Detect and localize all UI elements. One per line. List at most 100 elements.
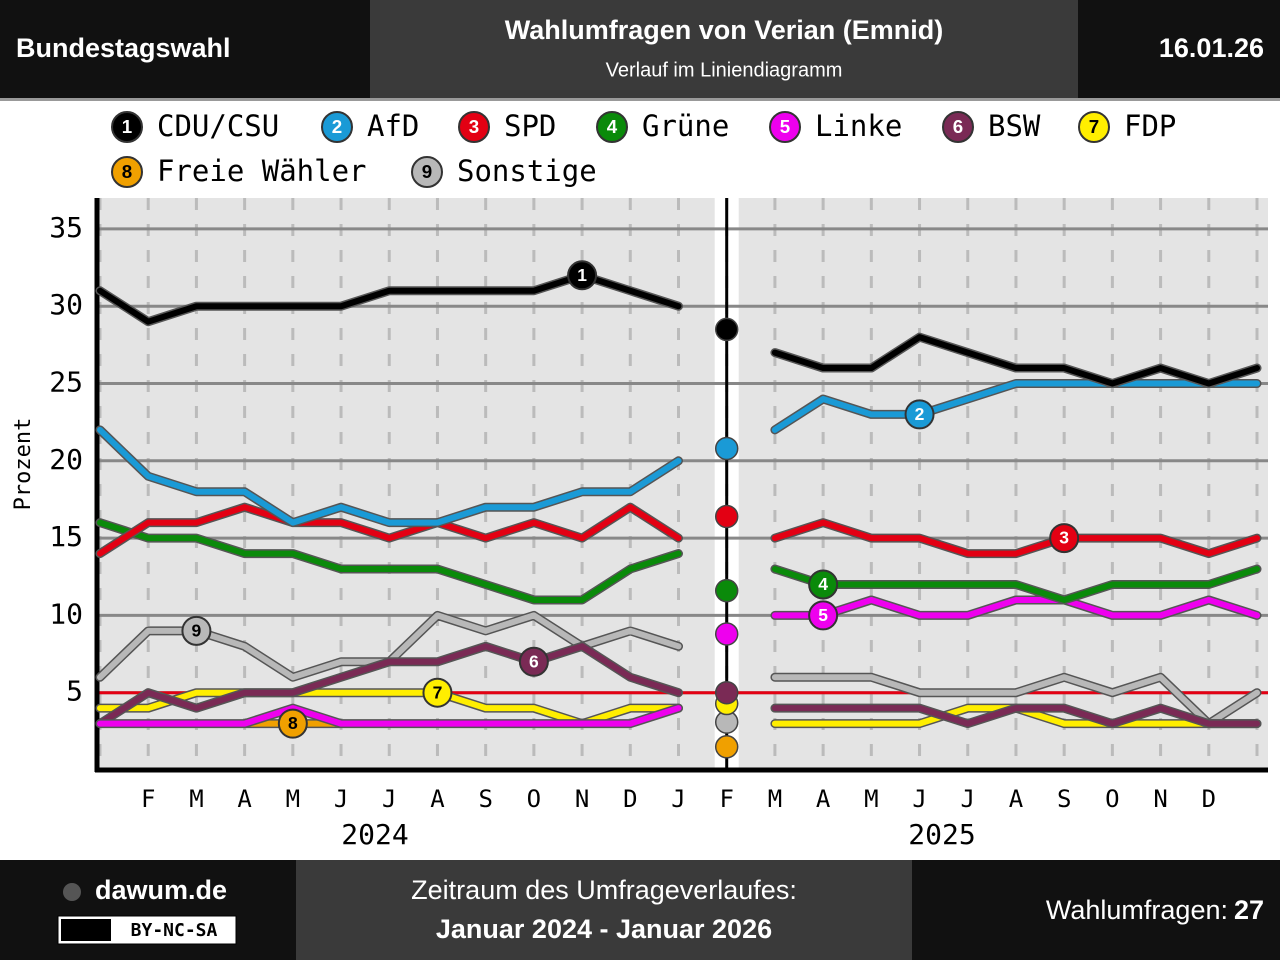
cc-badge xyxy=(61,919,111,941)
x-tick-label: S xyxy=(478,785,492,813)
x-tick-label: M xyxy=(286,785,300,813)
number-label: 5 xyxy=(818,605,828,625)
x-tick-label: J xyxy=(961,785,975,813)
number-label: 4 xyxy=(607,116,618,137)
election-result xyxy=(714,317,739,342)
header-mid xyxy=(370,0,1078,98)
footer-mid xyxy=(296,860,912,960)
x-tick-label: A xyxy=(1009,785,1024,813)
x-tick-label: M xyxy=(864,785,878,813)
site: dawum.de xyxy=(95,875,227,905)
x-tick-label: N xyxy=(1153,785,1167,813)
x-tick-label: A xyxy=(237,785,252,813)
number-label: 3 xyxy=(469,116,479,137)
legend-label: Linke xyxy=(815,109,902,143)
year-label: 2025 xyxy=(908,818,975,851)
number-badge xyxy=(181,615,212,646)
x-tick-label: D xyxy=(1202,785,1216,813)
period: Januar 2024 - Januar 2026 xyxy=(436,914,772,944)
election-result xyxy=(714,680,739,705)
election-result xyxy=(714,622,739,646)
number-label: 8 xyxy=(288,713,298,733)
number-label: 2 xyxy=(915,404,925,424)
number-label: 4 xyxy=(818,574,828,594)
number-label: 8 xyxy=(122,161,132,182)
election-result xyxy=(714,735,739,759)
poll-count-label: Wahlumfragen: xyxy=(1046,895,1228,925)
year-label: 2024 xyxy=(341,818,408,851)
number-badge xyxy=(1078,111,1110,143)
x-tick-label: M xyxy=(768,785,782,813)
x-tick-label: D xyxy=(623,785,637,813)
number-label: 3 xyxy=(1059,528,1069,548)
number-badge xyxy=(808,569,839,600)
y-label: Prozent xyxy=(11,418,36,511)
number-badge xyxy=(277,708,308,739)
number-badge xyxy=(111,111,143,143)
title: Wahlumfragen von Verian (Emnid) xyxy=(505,15,944,45)
number-badge xyxy=(321,111,353,143)
series-line xyxy=(97,643,1260,727)
x-tick-label: O xyxy=(527,785,541,813)
number-label: 6 xyxy=(953,116,963,137)
election-result xyxy=(714,504,739,529)
series-line xyxy=(97,504,1260,557)
license: BY-NC-SA xyxy=(131,920,218,941)
legend-label: Grüne xyxy=(642,109,729,143)
number-badge xyxy=(422,677,453,708)
x-tick-label: J xyxy=(382,785,396,813)
legend-label: CDU/CSU xyxy=(157,109,279,143)
x-tick-label: J xyxy=(671,785,685,813)
x-tick-label: A xyxy=(816,785,831,813)
number-badge xyxy=(518,646,549,677)
series-line xyxy=(97,380,1260,526)
x-tick-label: F xyxy=(141,785,155,813)
number-label: 6 xyxy=(529,651,539,671)
legend-label: AfD xyxy=(367,109,419,143)
number-label: 2 xyxy=(332,116,342,137)
x-tick-label: M xyxy=(189,785,203,813)
number-label: 9 xyxy=(192,620,202,640)
number-badge xyxy=(567,260,598,291)
y-tick-label: 10 xyxy=(49,597,83,630)
series-line xyxy=(97,519,1260,603)
period-label: Zeitraum des Umfrageverlaufes: xyxy=(411,875,797,905)
x-tick-label: J xyxy=(334,785,348,813)
legend-label: SPD xyxy=(504,109,556,143)
header-left: Bundestagswahl xyxy=(16,33,231,63)
poll-count: 27 xyxy=(1234,895,1264,925)
x-tick-label: A xyxy=(430,785,445,813)
y-tick-label: 5 xyxy=(66,675,83,708)
logo xyxy=(63,883,81,901)
legend-label: Freie Wähler xyxy=(157,154,367,188)
number-badge xyxy=(111,156,143,188)
number-label: 5 xyxy=(780,116,790,137)
election-result xyxy=(714,436,739,461)
x-tick-label: N xyxy=(575,785,589,813)
x-tick-label: S xyxy=(1057,785,1071,813)
y-tick-label: 15 xyxy=(49,520,83,553)
x-tick-label: J xyxy=(912,785,926,813)
number-badge xyxy=(769,111,801,143)
number-badge xyxy=(942,111,974,143)
election-result xyxy=(714,578,739,603)
y-tick-label: 35 xyxy=(49,211,83,244)
header-border xyxy=(0,98,1280,101)
number-badge xyxy=(458,111,490,143)
date: 16.01.26 xyxy=(1159,33,1264,63)
y-tick-label: 30 xyxy=(49,288,83,321)
number-label: 9 xyxy=(422,161,432,182)
number-badge xyxy=(808,600,839,631)
legend-label: FDP xyxy=(1124,109,1176,143)
number-badge xyxy=(411,156,443,188)
number-label: 7 xyxy=(433,682,443,702)
number-label: 1 xyxy=(122,116,132,137)
legend-label: Sonstige xyxy=(457,154,597,188)
subtitle: Verlauf im Liniendiagramm xyxy=(606,59,843,81)
series-line xyxy=(97,596,1260,727)
number-badge xyxy=(904,399,935,430)
number-label: 1 xyxy=(577,265,587,285)
x-tick-label: O xyxy=(1105,785,1119,813)
